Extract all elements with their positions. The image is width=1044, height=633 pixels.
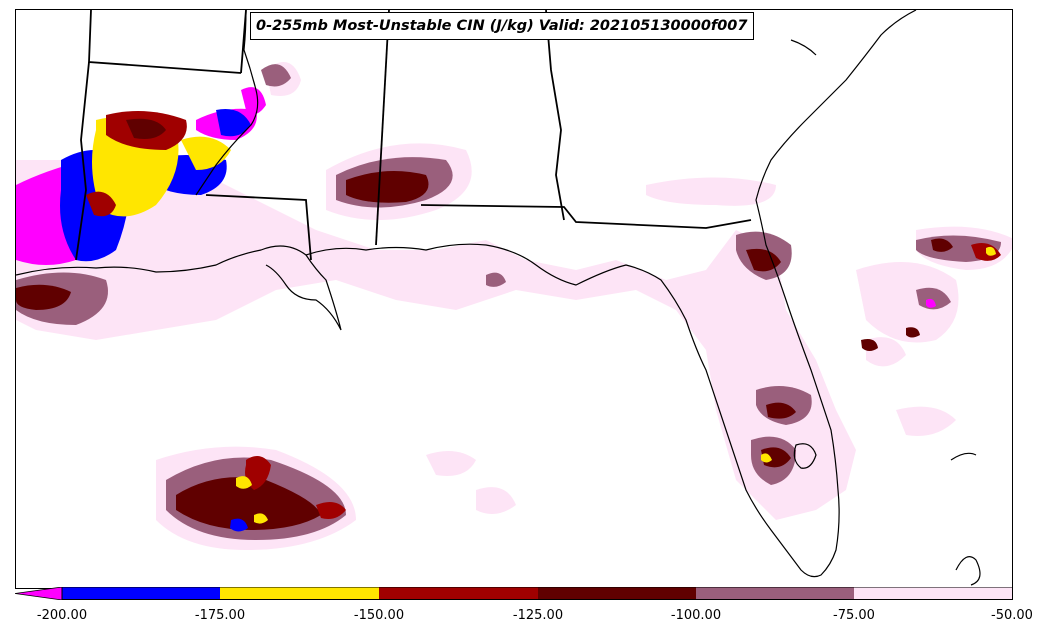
- map-title: 0-255mb Most-Unstable CIN (J/kg) Valid: …: [250, 12, 754, 40]
- colorbar-bin-yellow: [220, 587, 379, 600]
- colorbar-tick-label: -125.00: [512, 608, 564, 623]
- cin-shading-darkred: [16, 171, 953, 530]
- colorbar-tick-label: -200.00: [36, 608, 88, 623]
- colorbar-extend-min: [15, 587, 63, 600]
- coastlines: [16, 10, 981, 586]
- colorbar-bin-darkred: [538, 587, 696, 600]
- colorbar-tick-label: -150.00: [353, 608, 405, 623]
- state-boundaries: [75, 10, 752, 261]
- colorbar-bin-lightpink: [854, 587, 1013, 600]
- colorbar-tick-label: -175.00: [194, 608, 246, 623]
- colorbar-tick-label: -50.00: [991, 608, 1033, 623]
- colorbar-bin-mauve: [696, 587, 854, 600]
- cin-map: [16, 10, 1012, 586]
- colorbar-tick-label: -75.00: [833, 608, 875, 623]
- cin-cluster-northwest: [16, 87, 266, 265]
- colorbar: [15, 587, 1013, 600]
- colorbar-bin-red: [379, 587, 538, 600]
- colorbar-tick-label: -100.00: [670, 608, 722, 623]
- map-panel: [15, 9, 1013, 589]
- colorbar-bin-blue: [62, 587, 220, 600]
- cin-cluster-gulf: [230, 246, 996, 532]
